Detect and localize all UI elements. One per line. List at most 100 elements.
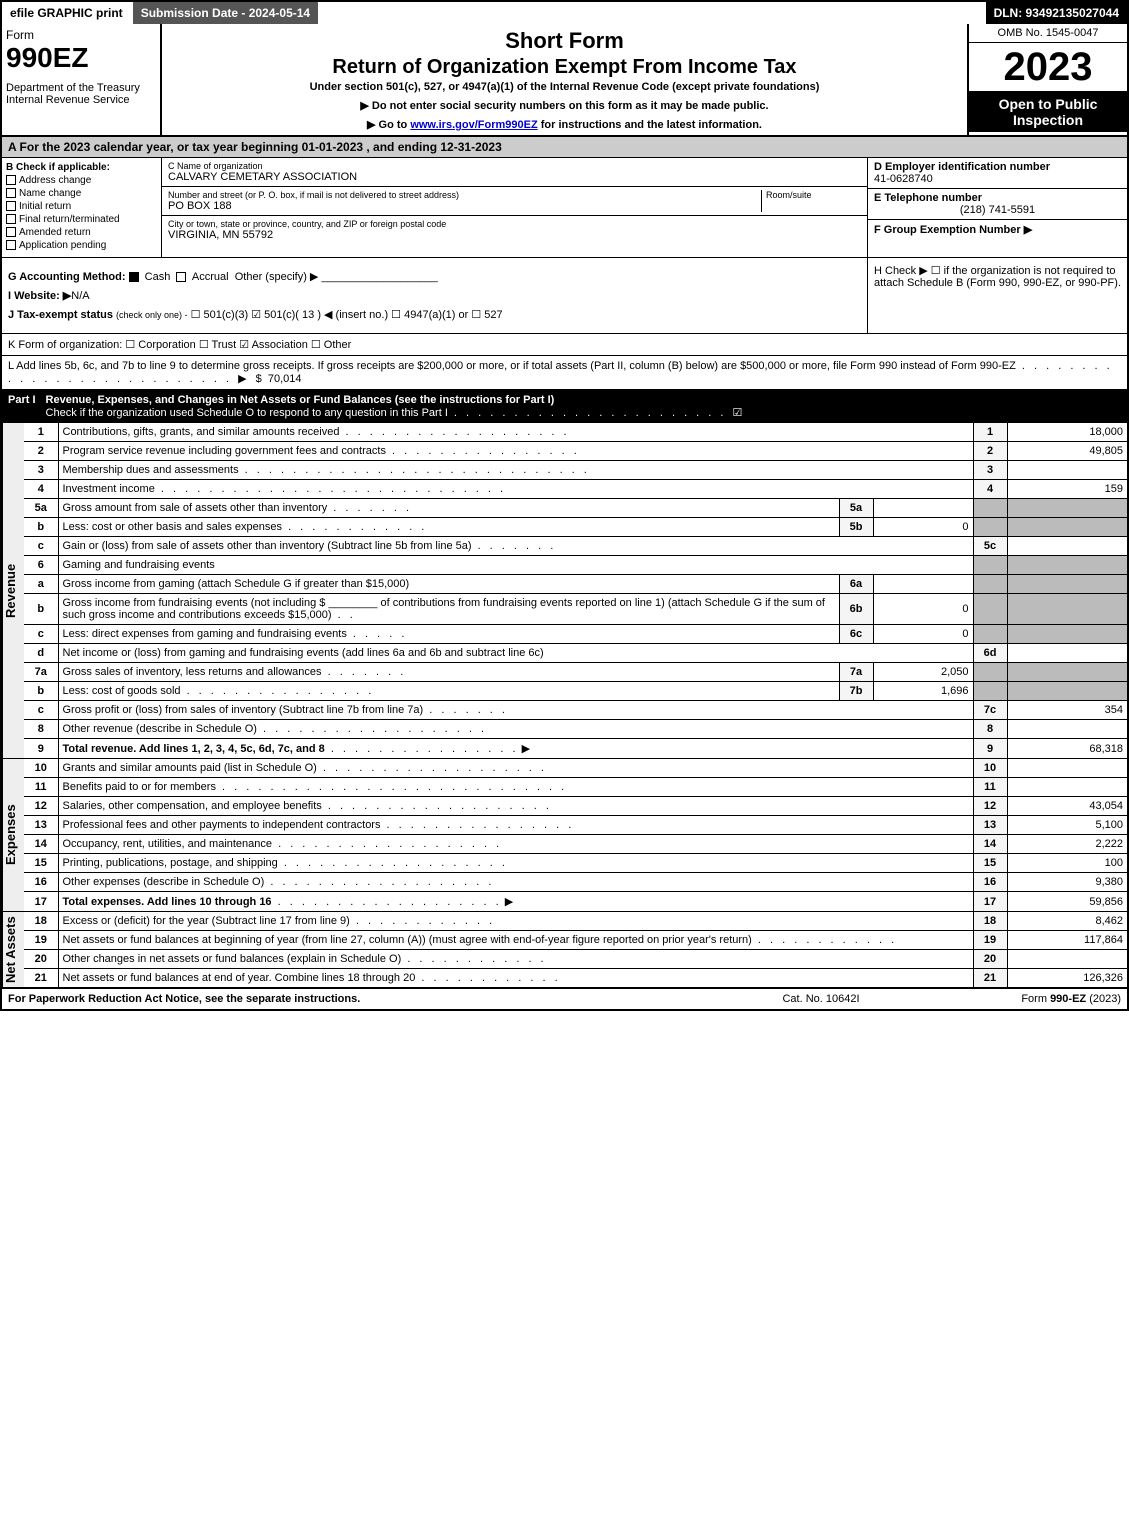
line-5c: c Gain or (loss) from sale of assets oth… bbox=[24, 537, 1127, 556]
tax-year: 2023 bbox=[969, 43, 1127, 92]
col-def: D Employer identification number 41-0628… bbox=[867, 158, 1127, 257]
line-7a: 7a Gross sales of inventory, less return… bbox=[24, 663, 1127, 682]
line-6a: a Gross income from gaming (attach Sched… bbox=[24, 575, 1127, 594]
part1-header: Part I Revenue, Expenses, and Changes in… bbox=[2, 390, 1127, 423]
chk-accrual[interactable] bbox=[176, 272, 186, 282]
subtitle: Under section 501(c), 527, or 4947(a)(1)… bbox=[166, 81, 963, 93]
col-gi: G Accounting Method: Cash Accrual Other … bbox=[2, 258, 867, 333]
org-name: CALVARY CEMETARY ASSOCIATION bbox=[168, 171, 861, 183]
line-4: 4 Investment income . . . . . . . . . . … bbox=[24, 480, 1127, 499]
street-row: Number and street (or P. O. box, if mail… bbox=[162, 187, 867, 216]
netassets-section: Net Assets 18 Excess or (deficit) for th… bbox=[2, 912, 1127, 987]
line-18: 18 Excess or (deficit) for the year (Sub… bbox=[24, 912, 1127, 931]
expenses-section: Expenses 10 Grants and similar amounts p… bbox=[2, 759, 1127, 912]
expenses-vlabel: Expenses bbox=[2, 759, 24, 911]
website-line: I Website: ▶N/A bbox=[8, 289, 861, 302]
accounting-method: G Accounting Method: Cash Accrual Other … bbox=[8, 270, 861, 283]
arrow-goto-post: for instructions and the latest informat… bbox=[541, 119, 762, 131]
line-6d: d Net income or (loss) from gaming and f… bbox=[24, 644, 1127, 663]
chk-initial-return[interactable]: Initial return bbox=[6, 201, 157, 212]
line-13: 13 Professional fees and other payments … bbox=[24, 816, 1127, 835]
line-5b: b Less: cost or other basis and sales ex… bbox=[24, 518, 1127, 537]
schedule-b-check: H Check ▶ ☐ if the organization is not r… bbox=[874, 264, 1121, 289]
dept-treasury: Department of the Treasury bbox=[6, 82, 156, 94]
room-label: Room/suite bbox=[766, 190, 861, 200]
chk-amended-return[interactable]: Amended return bbox=[6, 227, 157, 238]
title-short-form: Short Form bbox=[166, 28, 963, 54]
top-bar: efile GRAPHIC print Submission Date - 20… bbox=[2, 2, 1127, 24]
city-value: VIRGINIA, MN 55792 bbox=[168, 229, 861, 241]
city-label: City or town, state or province, country… bbox=[168, 219, 861, 229]
line-6b: b Gross income from fundraising events (… bbox=[24, 594, 1127, 625]
col-c: C Name of organization CALVARY CEMETARY … bbox=[162, 158, 867, 257]
irs-link[interactable]: www.irs.gov/Form990EZ bbox=[410, 119, 537, 131]
arrow-goto: ▶ Go to www.irs.gov/Form990EZ for instru… bbox=[166, 118, 963, 131]
chk-address-change[interactable]: Address change bbox=[6, 175, 157, 186]
submission-date: Submission Date - 2024-05-14 bbox=[133, 2, 320, 24]
ein-label: D Employer identification number bbox=[874, 161, 1121, 173]
col-b-header: B Check if applicable: bbox=[6, 162, 157, 173]
form-container: efile GRAPHIC print Submission Date - 20… bbox=[0, 0, 1129, 1011]
line-20: 20 Other changes in net assets or fund b… bbox=[24, 950, 1127, 969]
efile-label: efile GRAPHIC print bbox=[2, 2, 133, 24]
header-left: Form 990EZ Department of the Treasury In… bbox=[2, 24, 162, 135]
footer: For Paperwork Reduction Act Notice, see … bbox=[2, 987, 1127, 1009]
revenue-vlabel: Revenue bbox=[2, 423, 24, 758]
org-name-row: C Name of organization CALVARY CEMETARY … bbox=[162, 158, 867, 187]
phone-value: (218) 741-5591 bbox=[874, 204, 1121, 216]
ein-row: D Employer identification number 41-0628… bbox=[868, 158, 1127, 189]
part1-block: Part I Revenue, Expenses, and Changes in… bbox=[2, 390, 1127, 423]
line-17: 17 Total expenses. Add lines 10 through … bbox=[24, 892, 1127, 912]
city-row: City or town, state or province, country… bbox=[162, 216, 867, 244]
netassets-table: 18 Excess or (deficit) for the year (Sub… bbox=[24, 912, 1127, 987]
phone-label: E Telephone number bbox=[874, 192, 1121, 204]
line-9: 9 Total revenue. Add lines 1, 2, 3, 4, 5… bbox=[24, 739, 1127, 759]
footer-right: Form 990-EZ (2023) bbox=[921, 993, 1121, 1005]
topbar-spacer bbox=[320, 2, 985, 24]
line-15: 15 Printing, publications, postage, and … bbox=[24, 854, 1127, 873]
line-7c: c Gross profit or (loss) from sales of i… bbox=[24, 701, 1127, 720]
line-3: 3 Membership dues and assessments . . . … bbox=[24, 461, 1127, 480]
header-center: Short Form Return of Organization Exempt… bbox=[162, 24, 967, 135]
line-12: 12 Salaries, other compensation, and emp… bbox=[24, 797, 1127, 816]
col-b: B Check if applicable: Address change Na… bbox=[2, 158, 162, 257]
line-l: L Add lines 5b, 6c, and 7b to line 9 to … bbox=[2, 356, 1127, 390]
part1-num: Part I bbox=[8, 394, 36, 419]
line-2: 2 Program service revenue including gove… bbox=[24, 442, 1127, 461]
chk-final-return[interactable]: Final return/terminated bbox=[6, 214, 157, 225]
street-label: Number and street (or P. O. box, if mail… bbox=[168, 190, 761, 200]
open-public: Open to Public Inspection bbox=[969, 92, 1127, 132]
dept-irs: Internal Revenue Service bbox=[6, 94, 156, 106]
line-5a: 5a Gross amount from sale of assets othe… bbox=[24, 499, 1127, 518]
line-1: 1 Contributions, gifts, grants, and simi… bbox=[24, 423, 1127, 442]
line-10: 10 Grants and similar amounts paid (list… bbox=[24, 759, 1127, 778]
section-gh: G Accounting Method: Cash Accrual Other … bbox=[2, 258, 1127, 334]
chk-cash[interactable] bbox=[129, 272, 139, 282]
street-value: PO BOX 188 bbox=[168, 200, 761, 212]
chk-name-change[interactable]: Name change bbox=[6, 188, 157, 199]
footer-left: For Paperwork Reduction Act Notice, see … bbox=[8, 993, 721, 1005]
form-word: Form bbox=[6, 28, 156, 42]
group-exemption-row: F Group Exemption Number ▶ bbox=[868, 220, 1127, 239]
header-row: Form 990EZ Department of the Treasury In… bbox=[2, 24, 1127, 137]
title-return: Return of Organization Exempt From Incom… bbox=[166, 56, 963, 79]
ein-value: 41-0628740 bbox=[874, 173, 1121, 185]
header-right: OMB No. 1545-0047 2023 Open to Public In… bbox=[967, 24, 1127, 135]
line-6c: c Less: direct expenses from gaming and … bbox=[24, 625, 1127, 644]
revenue-table: 1 Contributions, gifts, grants, and simi… bbox=[24, 423, 1127, 758]
col-h: H Check ▶ ☐ if the organization is not r… bbox=[867, 258, 1127, 333]
section-bc: B Check if applicable: Address change Na… bbox=[2, 158, 1127, 258]
line-k: K Form of organization: ☐ Corporation ☐ … bbox=[2, 334, 1127, 356]
omb-number: OMB No. 1545-0047 bbox=[969, 24, 1127, 43]
dln-label: DLN: 93492135027044 bbox=[986, 2, 1127, 24]
line-7b: b Less: cost of goods sold . . . . . . .… bbox=[24, 682, 1127, 701]
form-number: 990EZ bbox=[6, 42, 156, 74]
arrow-ssn: ▶ Do not enter social security numbers o… bbox=[166, 99, 963, 112]
arrow-goto-pre: ▶ Go to bbox=[367, 119, 410, 131]
part1-title: Revenue, Expenses, and Changes in Net As… bbox=[46, 394, 1121, 419]
line-19: 19 Net assets or fund balances at beginn… bbox=[24, 931, 1127, 950]
chk-application-pending[interactable]: Application pending bbox=[6, 240, 157, 251]
line-8: 8 Other revenue (describe in Schedule O)… bbox=[24, 720, 1127, 739]
line-21: 21 Net assets or fund balances at end of… bbox=[24, 969, 1127, 988]
netassets-vlabel: Net Assets bbox=[2, 912, 24, 987]
